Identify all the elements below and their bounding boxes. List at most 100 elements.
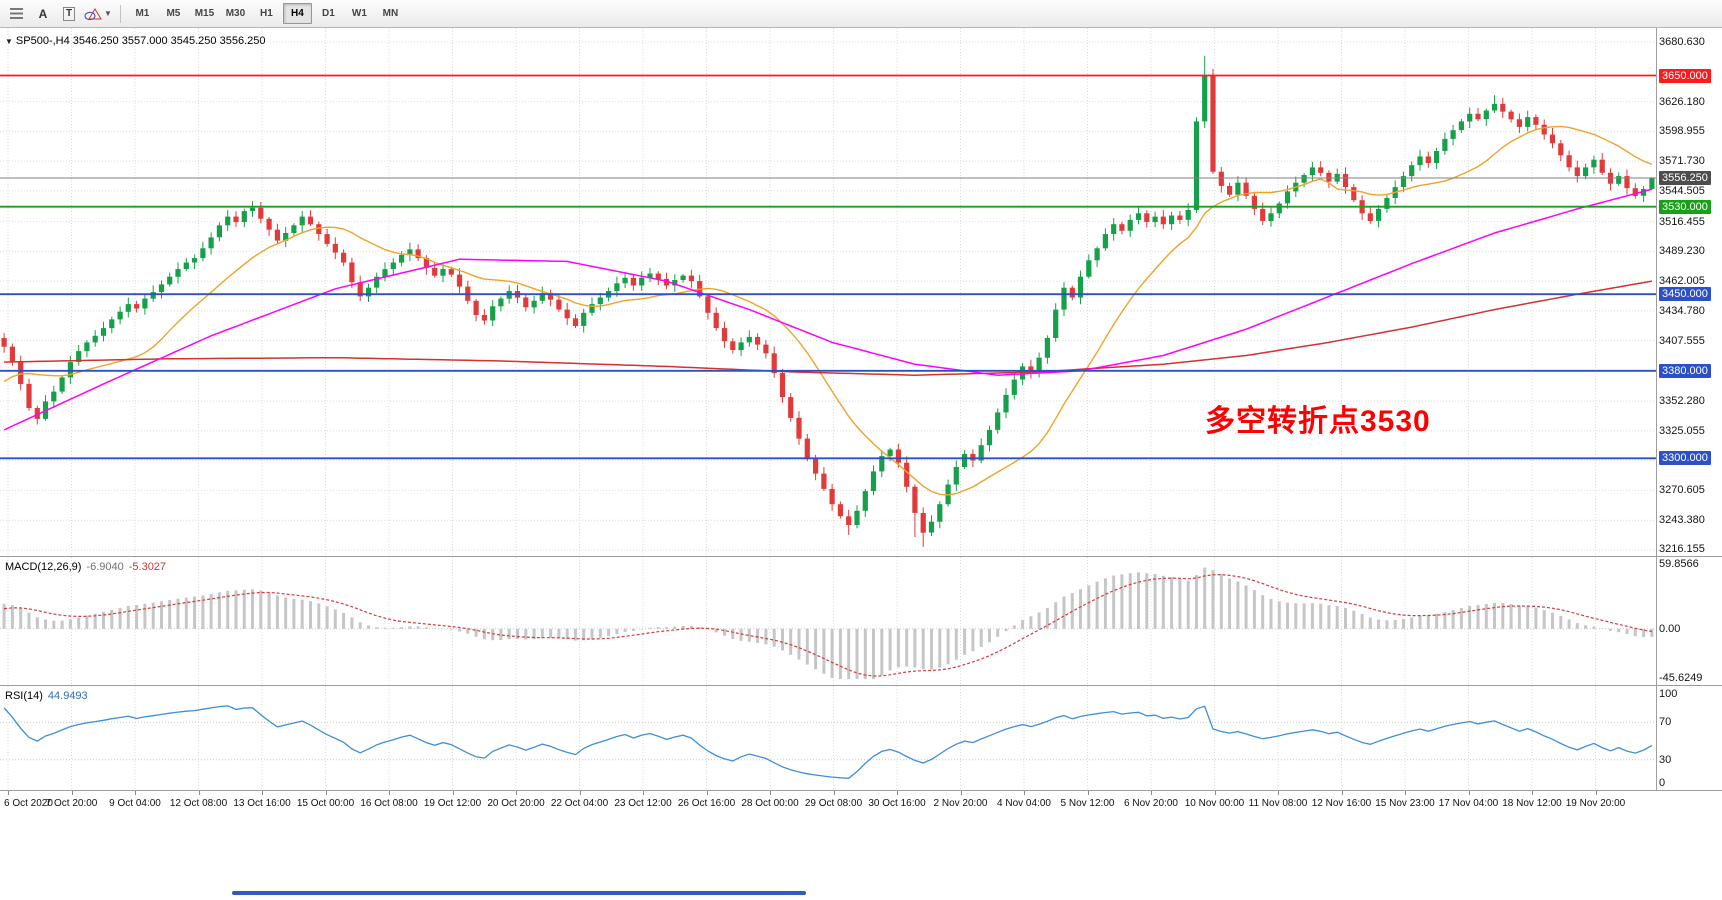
time-axis-label: 28 Oct 00:00: [741, 798, 799, 809]
price-axis[interactable]: 3680.630 3626.180 3598.955 3571.730 3544.505…: [1658, 28, 1722, 556]
axis-tick-label: 70: [1659, 716, 1672, 729]
boxed-t-icon: T: [62, 6, 76, 21]
time-axis-label: 12 Nov 16:00: [1311, 798, 1372, 809]
time-axis-label: 2 Nov 20:00: [933, 798, 988, 809]
axis-tick-label: -45.6249: [1659, 672, 1703, 684]
candlestick-plot[interactable]: [0, 28, 1722, 556]
timeframe-button-H1[interactable]: H1: [260, 8, 273, 19]
time-tick: [1405, 791, 1406, 795]
time-axis-label: 20 Oct 20:00: [487, 798, 545, 809]
macd-header: MACD(12,26,9) -6.9040 -5.3027: [5, 561, 166, 573]
rsi-panel[interactable]: RSI(14) 44.9493 100 70 30 0: [0, 686, 1722, 791]
axis-tick-label: 3325.055: [1659, 424, 1705, 437]
time-tick: [325, 791, 327, 795]
time-tick: [579, 791, 581, 795]
time-tick: [262, 791, 263, 795]
price-line-label: 3650.000: [1659, 68, 1711, 83]
timeframe-button-M5[interactable]: M5: [166, 8, 181, 19]
time-axis-label: 9 Oct 04:00: [109, 798, 161, 809]
time-axis-label: 15 Oct 00:00: [296, 798, 355, 809]
time-axis-label: 30 Oct 16:00: [868, 798, 926, 809]
macd-signal-value: -5.3027: [128, 561, 167, 573]
time-axis-label: 16 Oct 08:00: [360, 798, 418, 809]
rsi-axis: 100 70 30 0: [1658, 686, 1722, 790]
time-axis-label: 22 Oct 04:00: [550, 798, 609, 809]
bottom-strip: [0, 811, 1722, 900]
axis-tick-label: 3270.605: [1659, 484, 1705, 497]
timeframe-button-M15[interactable]: M15: [194, 8, 215, 19]
time-tick: [1278, 791, 1279, 795]
time-tick: [706, 791, 708, 795]
axis-tick-label: 0: [1659, 777, 1666, 789]
macd-axis: 59.8566 0.00 -45.6249: [1658, 557, 1722, 685]
shapes-icon: [84, 7, 102, 20]
time-axis-label: 29 Oct 08:00: [804, 798, 863, 809]
time-tick: [960, 791, 962, 795]
timeframe-button-MN[interactable]: MN: [382, 8, 399, 19]
time-axis-label: 5 Nov 12:00: [1060, 798, 1115, 809]
time-axis-label: 11 Nov 08:00: [1248, 798, 1308, 809]
axis-tick-label: 3516.455: [1659, 215, 1705, 228]
price-line-label: 3380.000: [1659, 363, 1711, 378]
time-tick: [770, 791, 771, 795]
time-axis-label: 13 Oct 16:00: [233, 798, 291, 809]
symbol-expand-icon[interactable]: ▼: [5, 37, 13, 46]
time-tick: [1468, 791, 1470, 795]
time-axis-label: 12 Oct 08:00: [169, 798, 228, 809]
axis-tick-label: 59.8566: [1659, 558, 1699, 570]
time-axis-label: 10 Nov 00:00: [1184, 798, 1245, 809]
axis-tick-label: 3680.630: [1659, 36, 1705, 48]
price-line-label: 3450.000: [1659, 287, 1711, 302]
list-icon: [9, 8, 23, 19]
time-tick: [389, 791, 390, 795]
rsi-title: RSI(14): [5, 690, 43, 702]
axis-tick-label: 3352.280: [1659, 395, 1705, 408]
time-tick: [1024, 791, 1025, 795]
axis-tick-label: 3243.380: [1659, 514, 1705, 527]
axis-tick-label: 3489.230: [1659, 245, 1705, 258]
timeframe-button-M30[interactable]: M30: [225, 8, 246, 19]
rsi-header: RSI(14) 44.9493: [5, 690, 88, 702]
time-axis-label: 4 Nov 04:00: [997, 798, 1051, 809]
chevron-down-icon: ▼: [104, 9, 112, 18]
time-axis-label: 6 Nov 20:00: [1124, 798, 1178, 809]
time-axis-label: 7 Oct 20:00: [45, 798, 98, 809]
objects-list-icon[interactable]: [5, 3, 29, 25]
time-tick: [1087, 791, 1089, 795]
price-chart-panel[interactable]: ▼ SP500-,H4 3546.250 3557.000 3545.250 35…: [0, 28, 1722, 557]
rsi-value: 44.9493: [47, 690, 88, 702]
time-tick: [516, 791, 517, 795]
time-axis[interactable]: 6 Oct 2020 7 Oct 20:00 9 Oct 04:00 12 Oct 0…: [0, 791, 1722, 811]
rsi-plot: [0, 686, 1722, 790]
macd-main-value: -6.9040: [86, 561, 124, 573]
toolbar-separator: [119, 4, 121, 23]
time-axis-label: 23 Oct 12:00: [614, 798, 672, 809]
text-label-tool-button[interactable]: A: [38, 6, 48, 21]
axis-tick-label: 30: [1659, 753, 1672, 766]
chart-annotation-text: 多空转折点3530: [1205, 405, 1431, 438]
macd-plot: [0, 557, 1722, 685]
time-axis-label: 26 Oct 16:00: [677, 798, 736, 809]
axis-tick-label: 3407.555: [1659, 334, 1705, 347]
shapes-tool-button[interactable]: ▼: [83, 3, 113, 25]
time-tick: [1341, 791, 1343, 795]
text-tool-button[interactable]: T: [57, 3, 81, 25]
top-toolbar: A T ▼ M1 M5 M15 M30 H1 H4 D1 W1 MN: [0, 0, 1722, 28]
time-tick: [71, 791, 73, 795]
timeframe-button-M1[interactable]: M1: [135, 8, 150, 19]
axis-tick-label: 0.00: [1659, 622, 1681, 635]
macd-panel[interactable]: MACD(12,26,9) -6.9040 -5.3027 59.8566 0.00 -…: [0, 557, 1722, 686]
timeframe-button-D1[interactable]: D1: [322, 8, 335, 19]
time-axis-label: 18 Nov 12:00: [1502, 798, 1562, 809]
time-axis-label: 6 Oct 2020: [4, 798, 53, 809]
timeframe-toolbar: M1 M5 M15 M30 H1 H4 D1 W1 MN: [127, 3, 406, 24]
axis-tick-label: 3544.505: [1659, 184, 1705, 197]
price-line-label: 3300.000: [1659, 451, 1711, 466]
axis-tick-label: 3571.730: [1659, 155, 1705, 168]
timeframe-button-W1[interactable]: W1: [351, 8, 367, 19]
horizontal-scrollbar[interactable]: [232, 891, 806, 895]
time-tick: [452, 791, 454, 795]
chart-ohlc-header: ▼ SP500-,H4 3546.250 3557.000 3545.250 35…: [5, 35, 265, 47]
timeframe-button-H4[interactable]: H4: [282, 3, 312, 24]
